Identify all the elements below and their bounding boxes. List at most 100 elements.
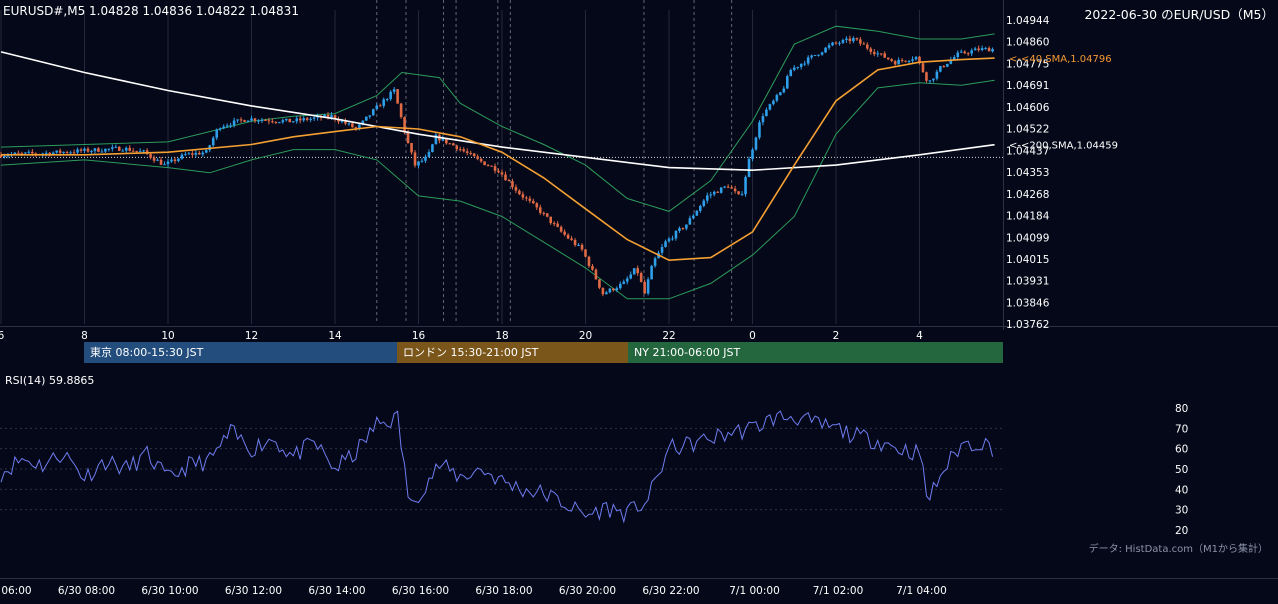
candle-body <box>699 205 702 211</box>
candle-body <box>646 279 650 294</box>
candle-body <box>643 281 646 294</box>
candle-body <box>570 238 573 240</box>
candle-body <box>598 279 601 288</box>
candle-body <box>420 160 424 162</box>
candle-body <box>173 159 177 162</box>
candle-body <box>925 72 928 81</box>
y-tick-label: 1.04606 <box>1006 102 1050 114</box>
candle-body <box>111 147 114 149</box>
candle-body <box>337 119 340 122</box>
candle-body <box>859 39 862 44</box>
candle-body <box>629 274 633 279</box>
candle-body <box>225 125 229 127</box>
candle-body <box>76 149 79 153</box>
candle-body <box>378 105 382 107</box>
time-axis-label: 7/1 02:00 <box>813 585 864 597</box>
candle-body <box>601 287 605 295</box>
time-axis-label: 6/30 16:00 <box>392 585 449 597</box>
candle-body <box>577 244 580 246</box>
y-tick-label: 1.04944 <box>1006 15 1050 27</box>
candle-body <box>702 200 706 206</box>
candle-body <box>970 50 973 54</box>
candle-body <box>472 153 476 157</box>
candle-body <box>479 158 483 162</box>
time-axis-label: 7/1 04:00 <box>896 585 947 597</box>
candle-body <box>580 244 584 250</box>
candle-body <box>692 215 695 219</box>
candle-body <box>27 151 31 153</box>
candle-body <box>737 191 740 195</box>
candle-body <box>427 152 431 157</box>
candle-body <box>639 273 643 282</box>
candle-body <box>152 157 156 161</box>
candle-body <box>72 152 76 154</box>
candle-body <box>62 151 65 153</box>
candle-body <box>180 154 184 159</box>
candle-body <box>838 42 841 44</box>
x-tick-label: 6 <box>0 330 5 342</box>
candle-body <box>685 224 688 229</box>
candle-body <box>201 152 205 155</box>
rsi-tick-label: 20 <box>1175 525 1188 537</box>
candle-body <box>51 152 55 155</box>
candle-body <box>618 283 622 289</box>
candle-body <box>984 47 987 49</box>
candle-body <box>890 59 893 62</box>
y-tick-label: 1.04099 <box>1006 232 1049 244</box>
candle-body <box>538 207 542 213</box>
candle-body <box>831 42 834 46</box>
candle-body <box>295 118 299 122</box>
candle-body <box>946 63 949 67</box>
candle-body <box>591 265 594 270</box>
candle-body <box>991 48 994 52</box>
candle-body <box>417 161 420 166</box>
candle-body <box>949 59 953 64</box>
rsi-label: RSI(14) 59.8865 <box>5 374 95 387</box>
candle-body <box>667 238 671 242</box>
candle-body <box>354 127 358 129</box>
candle-body <box>413 152 417 166</box>
candle-body <box>455 145 459 150</box>
candle-body <box>253 118 257 121</box>
x-tick-label: 14 <box>328 330 342 342</box>
candle-body <box>928 80 932 82</box>
candle-body <box>584 249 587 257</box>
candle-body <box>744 177 747 195</box>
candle-body <box>625 278 629 282</box>
candle-body <box>204 150 208 153</box>
x-tick-label: 12 <box>245 330 258 342</box>
candle-body <box>34 153 38 155</box>
candle-body <box>723 186 726 188</box>
candle-body <box>521 194 525 198</box>
candle-body <box>758 122 761 138</box>
candle-body <box>239 119 243 121</box>
candle-body <box>490 165 493 167</box>
candle-body <box>862 43 866 45</box>
candle-body <box>65 151 69 153</box>
candle-body <box>121 150 125 152</box>
candle-body <box>58 150 62 153</box>
candle-body <box>942 66 946 68</box>
y-tick-label: 1.03762 <box>1006 319 1049 331</box>
candle-body <box>852 38 855 42</box>
candle-body <box>83 148 86 151</box>
candle-body <box>218 128 222 130</box>
candle-body <box>90 151 93 153</box>
y-tick-label: 1.04353 <box>1006 167 1049 179</box>
candle-body <box>191 153 194 155</box>
candle-body <box>681 228 685 230</box>
rsi-tick-label: 50 <box>1175 464 1188 476</box>
candle-body <box>424 156 427 161</box>
candle-body <box>845 38 848 40</box>
candle-body <box>900 59 904 61</box>
candle-body <box>441 138 445 141</box>
candle-body <box>869 48 873 52</box>
rsi-tick-label: 70 <box>1175 423 1188 435</box>
candle-body <box>500 172 504 175</box>
candle-body <box>768 104 772 110</box>
candle-body <box>142 150 145 152</box>
candle-body <box>3 155 6 157</box>
candle-body <box>921 63 925 73</box>
candle-body <box>469 152 472 154</box>
